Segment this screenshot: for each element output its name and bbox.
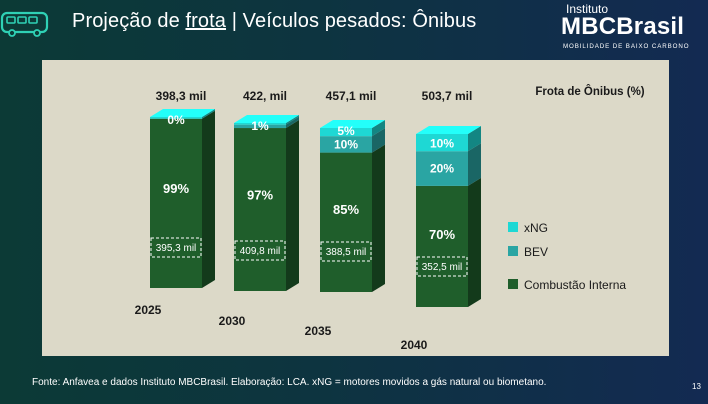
data-label-2035-combustao: 85% (333, 202, 359, 217)
bar-segment-2025-xng (150, 117, 202, 119)
bar-segment-2040-xng (416, 134, 468, 152)
bar-top-2040 (416, 126, 481, 134)
bar-segment-2035-combust-o-interna (320, 152, 372, 292)
bar-side-2035-bev (372, 128, 385, 153)
combustion-fleet-label-2040: 352,5 mil (422, 262, 463, 273)
bar-segment-2035-bev (320, 136, 372, 153)
data-label-2035-bev: 10% (334, 137, 358, 151)
title-prefix: Projeção de (72, 10, 186, 32)
bar-segment-2030-combust-o-interna (234, 128, 286, 291)
source-note: Fonte: Anfavea e dados Instituto MBCBras… (32, 377, 547, 388)
bus-icon (0, 11, 49, 37)
brand-logo: Instituto MBCBrasil MOBILIDADE DE BAIXO … (561, 2, 701, 52)
fleet-chart: 99% 0% 395,3 mil 398,3 mil 2025 97% 1% 409,8 mi… (135, 85, 645, 352)
combustion-fleet-label-2030: 409,8 mil (240, 246, 281, 257)
total-label-2030: 422, mil (243, 89, 287, 103)
combustion-fleet-label-2035: 388,5 mil (326, 247, 367, 258)
total-label-2040: 503,7 mil (422, 89, 473, 103)
page-title: Projeção de frota | Veículos pesados: Ôn… (72, 10, 476, 33)
title-link[interactable]: frota (185, 10, 227, 32)
title-suffix: | Veículos pesados: Ônibus (226, 10, 477, 32)
category-label-2025: 2025 (135, 303, 162, 317)
data-label-2030-xng: 1% (251, 119, 269, 133)
combustion-fleet-box-2025 (150, 237, 202, 258)
combustion-fleet-box-2030 (234, 240, 286, 261)
data-label-2025-combustao: 99% (163, 181, 189, 196)
logo-tagline: MOBILIDADE DE BAIXO CARBONO (563, 43, 690, 50)
bar-side-2025-xng (202, 109, 215, 119)
data-label-2040-bev: 20% (430, 162, 454, 176)
data-label-2040-xng: 10% (430, 137, 454, 151)
data-label-2040-combustao: 70% (429, 227, 455, 242)
bar-top-2025 (150, 109, 215, 117)
bar-side-2030-combust-o-interna (286, 120, 299, 291)
bar-segment-2040-bev (416, 151, 468, 186)
bar-side-2030-bev (286, 116, 299, 129)
bar-side-2025-combust-o-interna (202, 110, 215, 289)
legend-swatch-combust-o-interna (508, 279, 518, 289)
legend-swatch-bev (508, 246, 518, 256)
legend-swatch-xng (508, 222, 518, 232)
bar-side-2035-combust-o-interna (372, 144, 385, 292)
combustion-fleet-box-2035 (320, 241, 372, 262)
bar-segment-2035-xng (320, 128, 372, 137)
category-label-2040: 2040 (401, 338, 428, 352)
bar-side-2040-bev (468, 143, 481, 186)
bar-side-2040-xng (468, 126, 481, 152)
bar-segment-2030-xng (234, 123, 286, 125)
bar-side-2035-xng (372, 120, 385, 137)
bar-side-2030-xng (286, 115, 299, 125)
bar-segment-2025-combust-o-interna (150, 118, 202, 289)
data-label-2025-xng: 0% (167, 113, 185, 127)
total-label-2035: 457,1 mil (326, 89, 377, 103)
chart-panel: 99% 0% 395,3 mil 398,3 mil 2025 97% 1% 409,8 mi… (42, 60, 669, 356)
combustion-fleet-box-2040 (416, 256, 468, 277)
total-label-2025: 398,3 mil (156, 89, 207, 103)
bar-segment-2030-bev (234, 124, 286, 129)
combustion-fleet-label-2025: 395,3 mil (156, 243, 197, 254)
logo-line2: MBCBrasil (561, 13, 685, 40)
legend-label-combust-o-interna: Combustão Interna (524, 278, 626, 292)
legend-label-xng: xNG (524, 221, 548, 235)
bar-segment-2040-combust-o-interna (416, 185, 468, 307)
logo-line1: Instituto (566, 2, 609, 16)
chart-title: Frota de Ônibus (%) (535, 85, 644, 98)
category-label-2035: 2035 (305, 324, 332, 338)
data-label-2035-xng: 5% (337, 124, 355, 138)
bar-side-2040-combust-o-interna (468, 177, 481, 307)
page-number: 13 (692, 382, 701, 391)
legend-label-bev: BEV (524, 245, 548, 259)
bar-top-2035 (320, 120, 385, 128)
bar-top-2030 (234, 115, 299, 123)
data-label-2030-combustao: 97% (247, 188, 273, 203)
category-label-2030: 2030 (219, 314, 246, 328)
